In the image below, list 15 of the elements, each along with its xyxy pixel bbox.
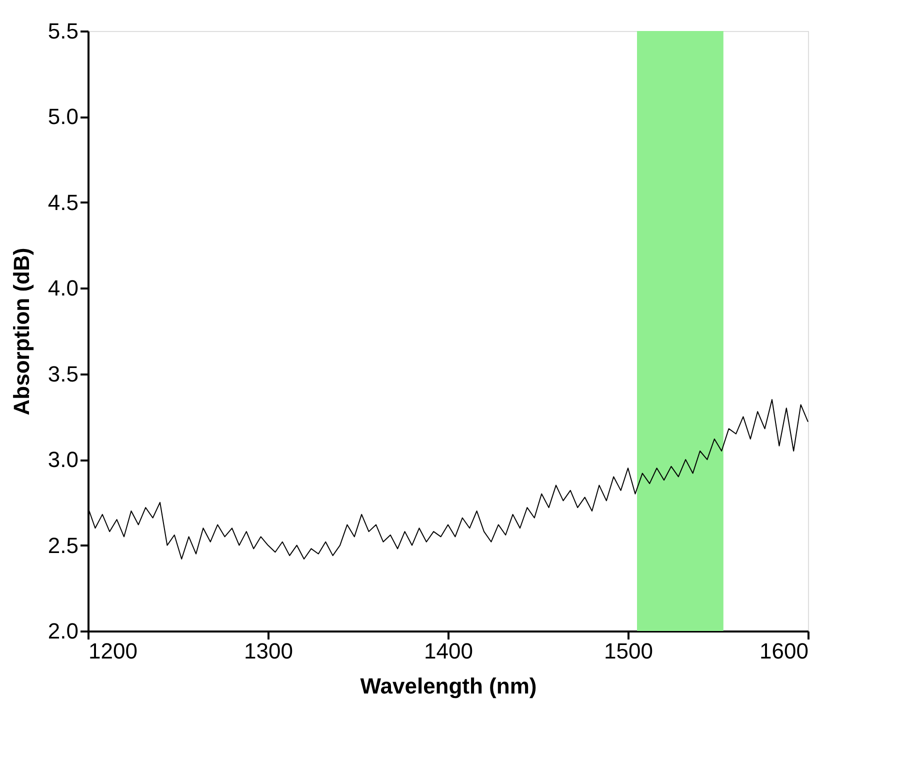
x-axis-title: Wavelength (nm) [360, 674, 537, 698]
x-tick-label: 1600 [760, 638, 808, 664]
y-tick-label: 2.0 [48, 618, 78, 644]
y-tick-label: 4.0 [48, 276, 78, 301]
y-tick-label: 4.5 [48, 190, 78, 215]
y-tick-label: 5.5 [48, 18, 78, 44]
y-tick-label: 3.5 [48, 361, 78, 386]
x-tick-label: 1400 [424, 638, 473, 664]
x-tick-label: 1300 [244, 638, 293, 664]
y-tick-label: 5.0 [48, 104, 78, 130]
y-tick-label: 3.0 [48, 447, 78, 472]
x-tick-label: 1200 [88, 638, 138, 664]
y-tick-label: 2.5 [48, 532, 78, 558]
y-axis-title: Absorption (dB) [8, 248, 34, 416]
x-tick-label: 1500 [604, 638, 653, 664]
